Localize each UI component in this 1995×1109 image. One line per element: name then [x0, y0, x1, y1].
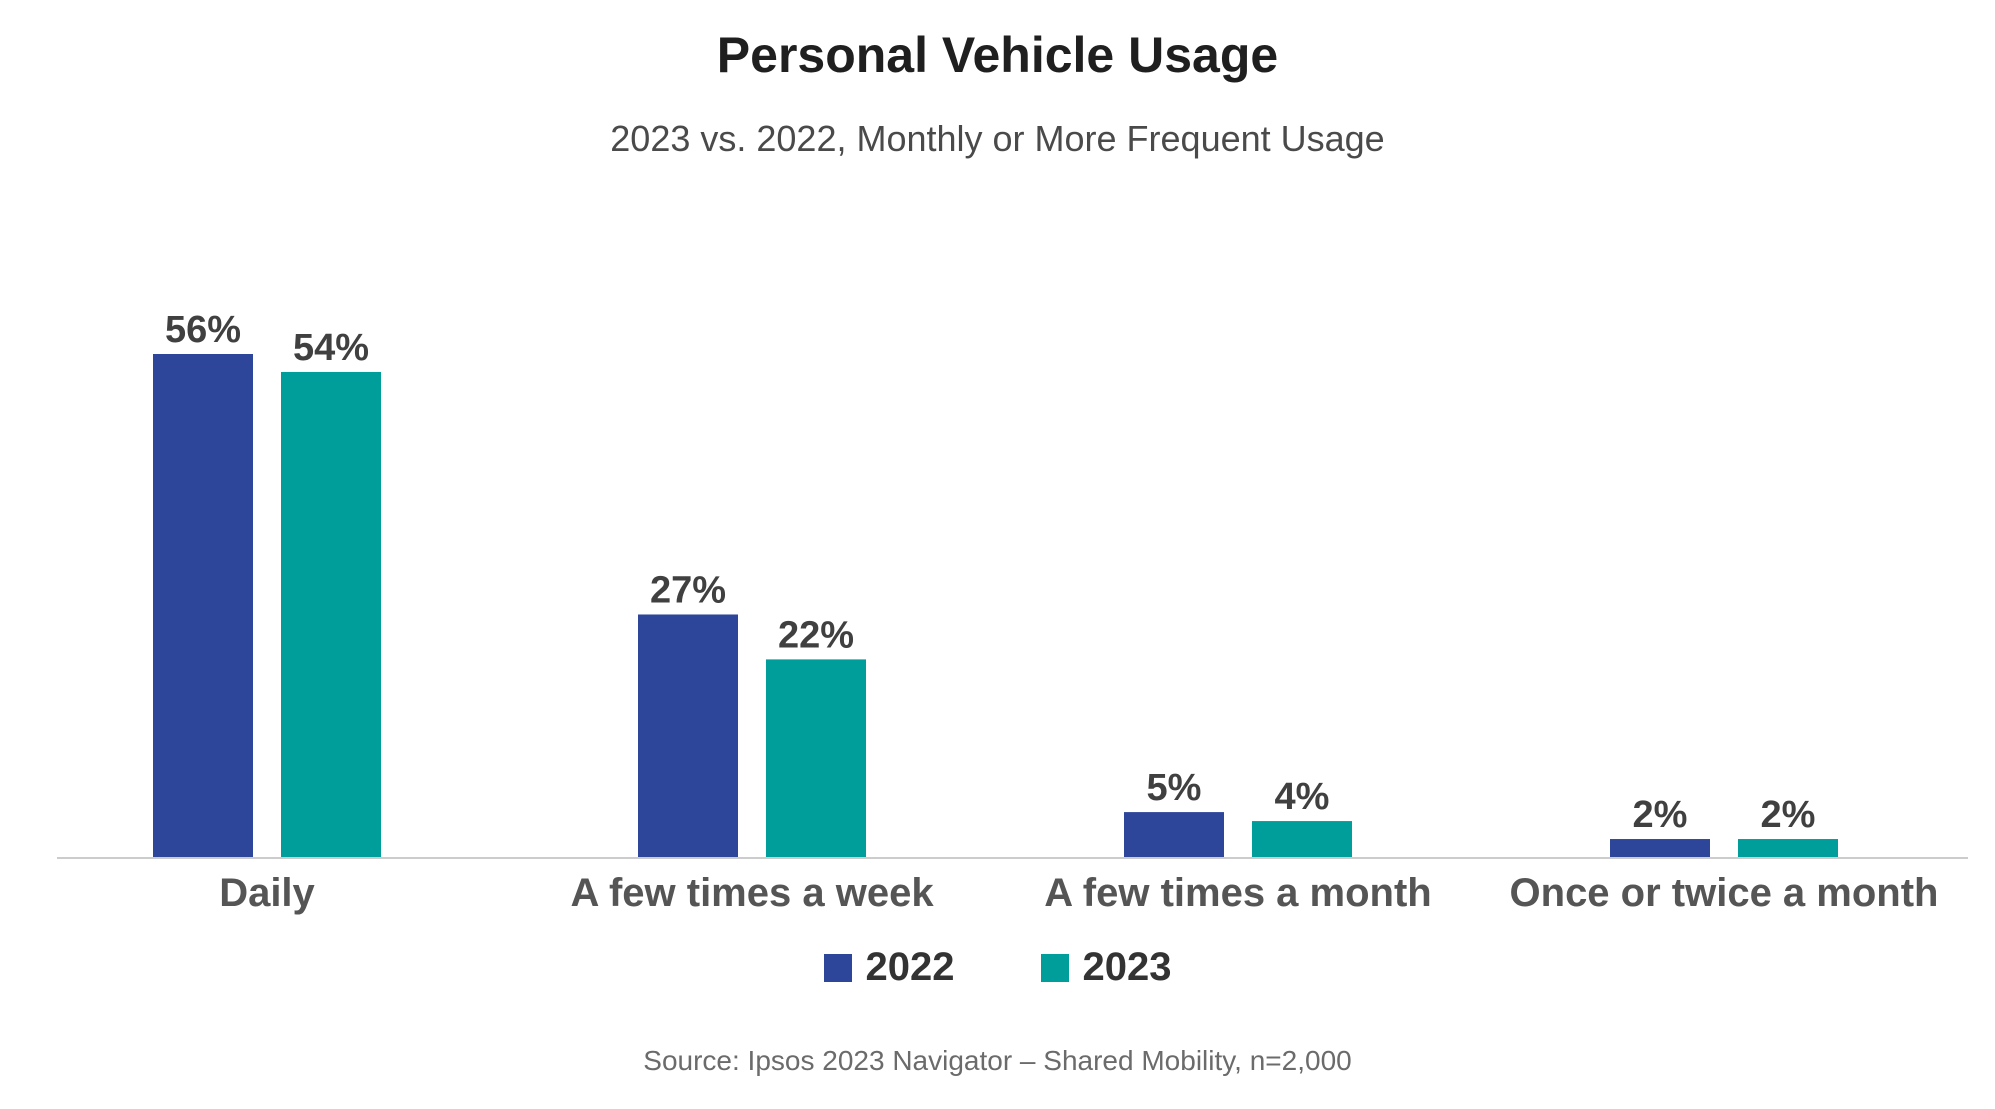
bar-2023-0 — [281, 371, 381, 857]
bar-2023-1 — [766, 659, 866, 857]
data-label-2023-1: 22% — [778, 614, 854, 656]
data-label-2022-0: 56% — [165, 309, 241, 351]
chart-title: Personal Vehicle Usage — [716, 27, 1279, 83]
bar-2022-3 — [1610, 839, 1710, 857]
legend-label-2023: 2023 — [1082, 945, 1172, 989]
category-label-0: Daily — [219, 871, 315, 915]
data-label-2022-3: 2% — [1633, 794, 1688, 836]
category-label-2: A few times a month — [1044, 871, 1431, 915]
legend-swatch-2023 — [1040, 953, 1069, 982]
bar-2023-2 — [1252, 821, 1352, 857]
bar-2022-1 — [638, 614, 738, 857]
category-label-3: Once or twice a month — [1510, 871, 1939, 915]
bar-2023-3 — [1738, 839, 1838, 857]
data-label-2023-2: 4% — [1275, 776, 1330, 818]
data-label-2022-2: 5% — [1147, 767, 1202, 809]
data-label-2022-1: 27% — [650, 569, 726, 611]
data-label-2023-0: 54% — [293, 327, 369, 369]
data-label-2023-3: 2% — [1761, 794, 1816, 836]
bar-2022-0 — [153, 354, 253, 857]
legend-swatch-2022 — [823, 953, 852, 982]
source-note: Source: Ipsos 2023 Navigator – Shared Mo… — [643, 1045, 1352, 1076]
legend-item-2023: 2023 — [1040, 945, 1172, 990]
legend-label-2022: 2022 — [865, 945, 955, 989]
legend-item-2022: 2022 — [823, 945, 955, 990]
category-label-1: A few times a week — [570, 871, 934, 915]
chart-legend: 2022 2023 — [0, 945, 1995, 990]
chart-subtitle: 2023 vs. 2022, Monthly or More Frequent … — [610, 118, 1385, 159]
bar-2022-2 — [1124, 812, 1224, 857]
